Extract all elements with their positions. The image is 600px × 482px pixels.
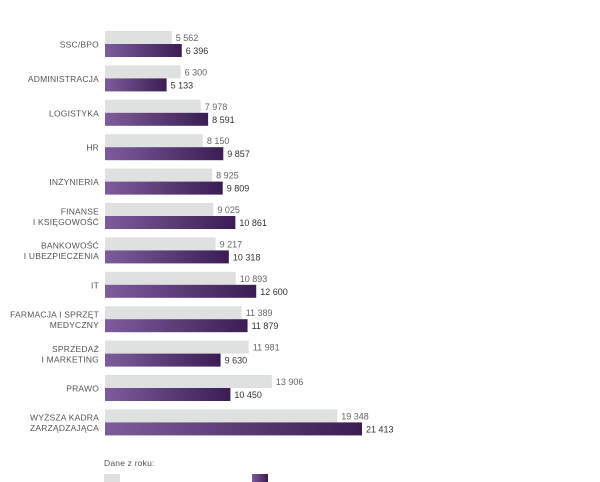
value-label: 10 318 (233, 252, 261, 262)
category-label-line: I KSIĘGOWOŚĆ (33, 216, 99, 227)
bar-series-2 (105, 319, 248, 333)
category-label: IT (91, 280, 99, 290)
value-label: 7 978 (205, 102, 228, 112)
value-labels-group: 5 562 6 396 6 300 5 133 7 978 8 591 8 150 9 857… (171, 33, 394, 434)
value-label: 5 562 (176, 33, 199, 43)
bar-series-1 (105, 134, 203, 148)
category-label-line: I MARKETING (42, 354, 99, 364)
bar-series-2 (105, 44, 182, 57)
value-label: 9 025 (217, 205, 240, 215)
value-label: 8 591 (212, 115, 235, 125)
value-label: 10 861 (239, 218, 267, 228)
bar-series-2 (105, 181, 223, 195)
category-label-line: BANKOWOŚĆ (41, 240, 99, 251)
category-label-line: LOGISTYKA (49, 108, 99, 118)
value-label: 8 925 (216, 171, 239, 181)
category-label: HR (86, 143, 99, 153)
value-label: 11 879 (252, 321, 279, 331)
bar-series-2 (105, 422, 362, 436)
bar-series-1 (105, 271, 236, 285)
value-label: 10 450 (234, 390, 262, 400)
value-label: 5 133 (171, 80, 194, 90)
value-label: 10 893 (240, 274, 268, 284)
value-label: 8 150 (207, 136, 230, 146)
bar-series-2 (105, 216, 236, 229)
legend-swatch-series-1 (104, 474, 120, 482)
bar-series-2 (105, 353, 221, 367)
bar-series-2 (105, 250, 229, 264)
bar-series-1 (105, 340, 249, 354)
bar-series-1 (105, 375, 272, 388)
legend-swatch-series-2 (252, 474, 268, 482)
value-label: 9 809 (227, 184, 250, 194)
bar-series-2 (105, 147, 224, 161)
category-label: INŻYNIERIA (49, 177, 99, 187)
value-label: 11 981 (253, 343, 280, 353)
category-label-line: FINANSE (61, 206, 99, 216)
bar-series-1 (105, 306, 242, 320)
category-label: FINANSE I KSIĘGOWOŚĆ (33, 206, 99, 227)
category-label-line: HR (86, 143, 99, 153)
bar-series-1 (105, 409, 338, 423)
bar-series-1 (105, 237, 216, 251)
category-label: PRAWO (66, 384, 99, 394)
category-label-line: I UBEZPIECZENIA (24, 251, 99, 261)
category-label: SPRZEDAŻ I MARKETING (42, 344, 99, 365)
bar-series-2 (105, 112, 209, 126)
category-label-line: FARMACJA I SPRZĘT (10, 309, 99, 319)
value-label: 6 300 (185, 67, 208, 77)
bar-series-2 (105, 284, 257, 298)
value-label: 6 396 (186, 46, 209, 56)
category-label: SSC/BPO (60, 40, 99, 50)
value-label: 9 630 (225, 356, 248, 366)
legend-title: Dane z roku: (104, 458, 155, 468)
value-label: 12 600 (260, 287, 288, 297)
category-label: WYŻSZA KADRA ZARZĄDZAJĄCA (30, 413, 99, 434)
category-label-line: PRAWO (66, 384, 99, 394)
value-label: 9 857 (227, 149, 250, 159)
category-label: BANKOWOŚĆ I UBEZPIECZENIA (24, 240, 99, 262)
value-label: 19 348 (341, 411, 369, 421)
category-label-line: ZARZĄDZAJĄCA (30, 423, 99, 433)
bar-series-1 (105, 99, 201, 113)
bar-series-2 (105, 78, 167, 92)
bar-series-1 (105, 65, 181, 79)
value-label: 11 389 (246, 308, 273, 318)
category-label-line: IT (91, 280, 99, 290)
category-label: FARMACJA I SPRZĘT MEDYCZNY (10, 309, 99, 330)
bar-series-1 (105, 168, 213, 182)
bar-series-1 (105, 203, 214, 216)
value-label: 9 217 (220, 239, 243, 249)
category-labels-group: SSC/BPO ADMINISTRACJA LOGISTYKA HR INŻYNIERI… (10, 40, 99, 434)
category-label-line: INŻYNIERIA (49, 177, 99, 187)
category-label-line: WYŻSZA KADRA (30, 413, 99, 423)
category-label: LOGISTYKA (49, 108, 99, 118)
category-label-line: MEDYCZNY (50, 320, 99, 330)
value-label: 13 906 (276, 377, 304, 387)
value-label: 21 413 (366, 424, 394, 434)
category-label-line: SSC/BPO (60, 40, 99, 50)
category-label-line: ADMINISTRACJA (28, 74, 99, 84)
bars-group (105, 31, 362, 436)
bar-series-2 (105, 388, 231, 401)
category-label-line: SPRZEDAŻ (52, 344, 99, 354)
category-label: ADMINISTRACJA (28, 74, 99, 84)
bar-series-1 (105, 31, 172, 44)
